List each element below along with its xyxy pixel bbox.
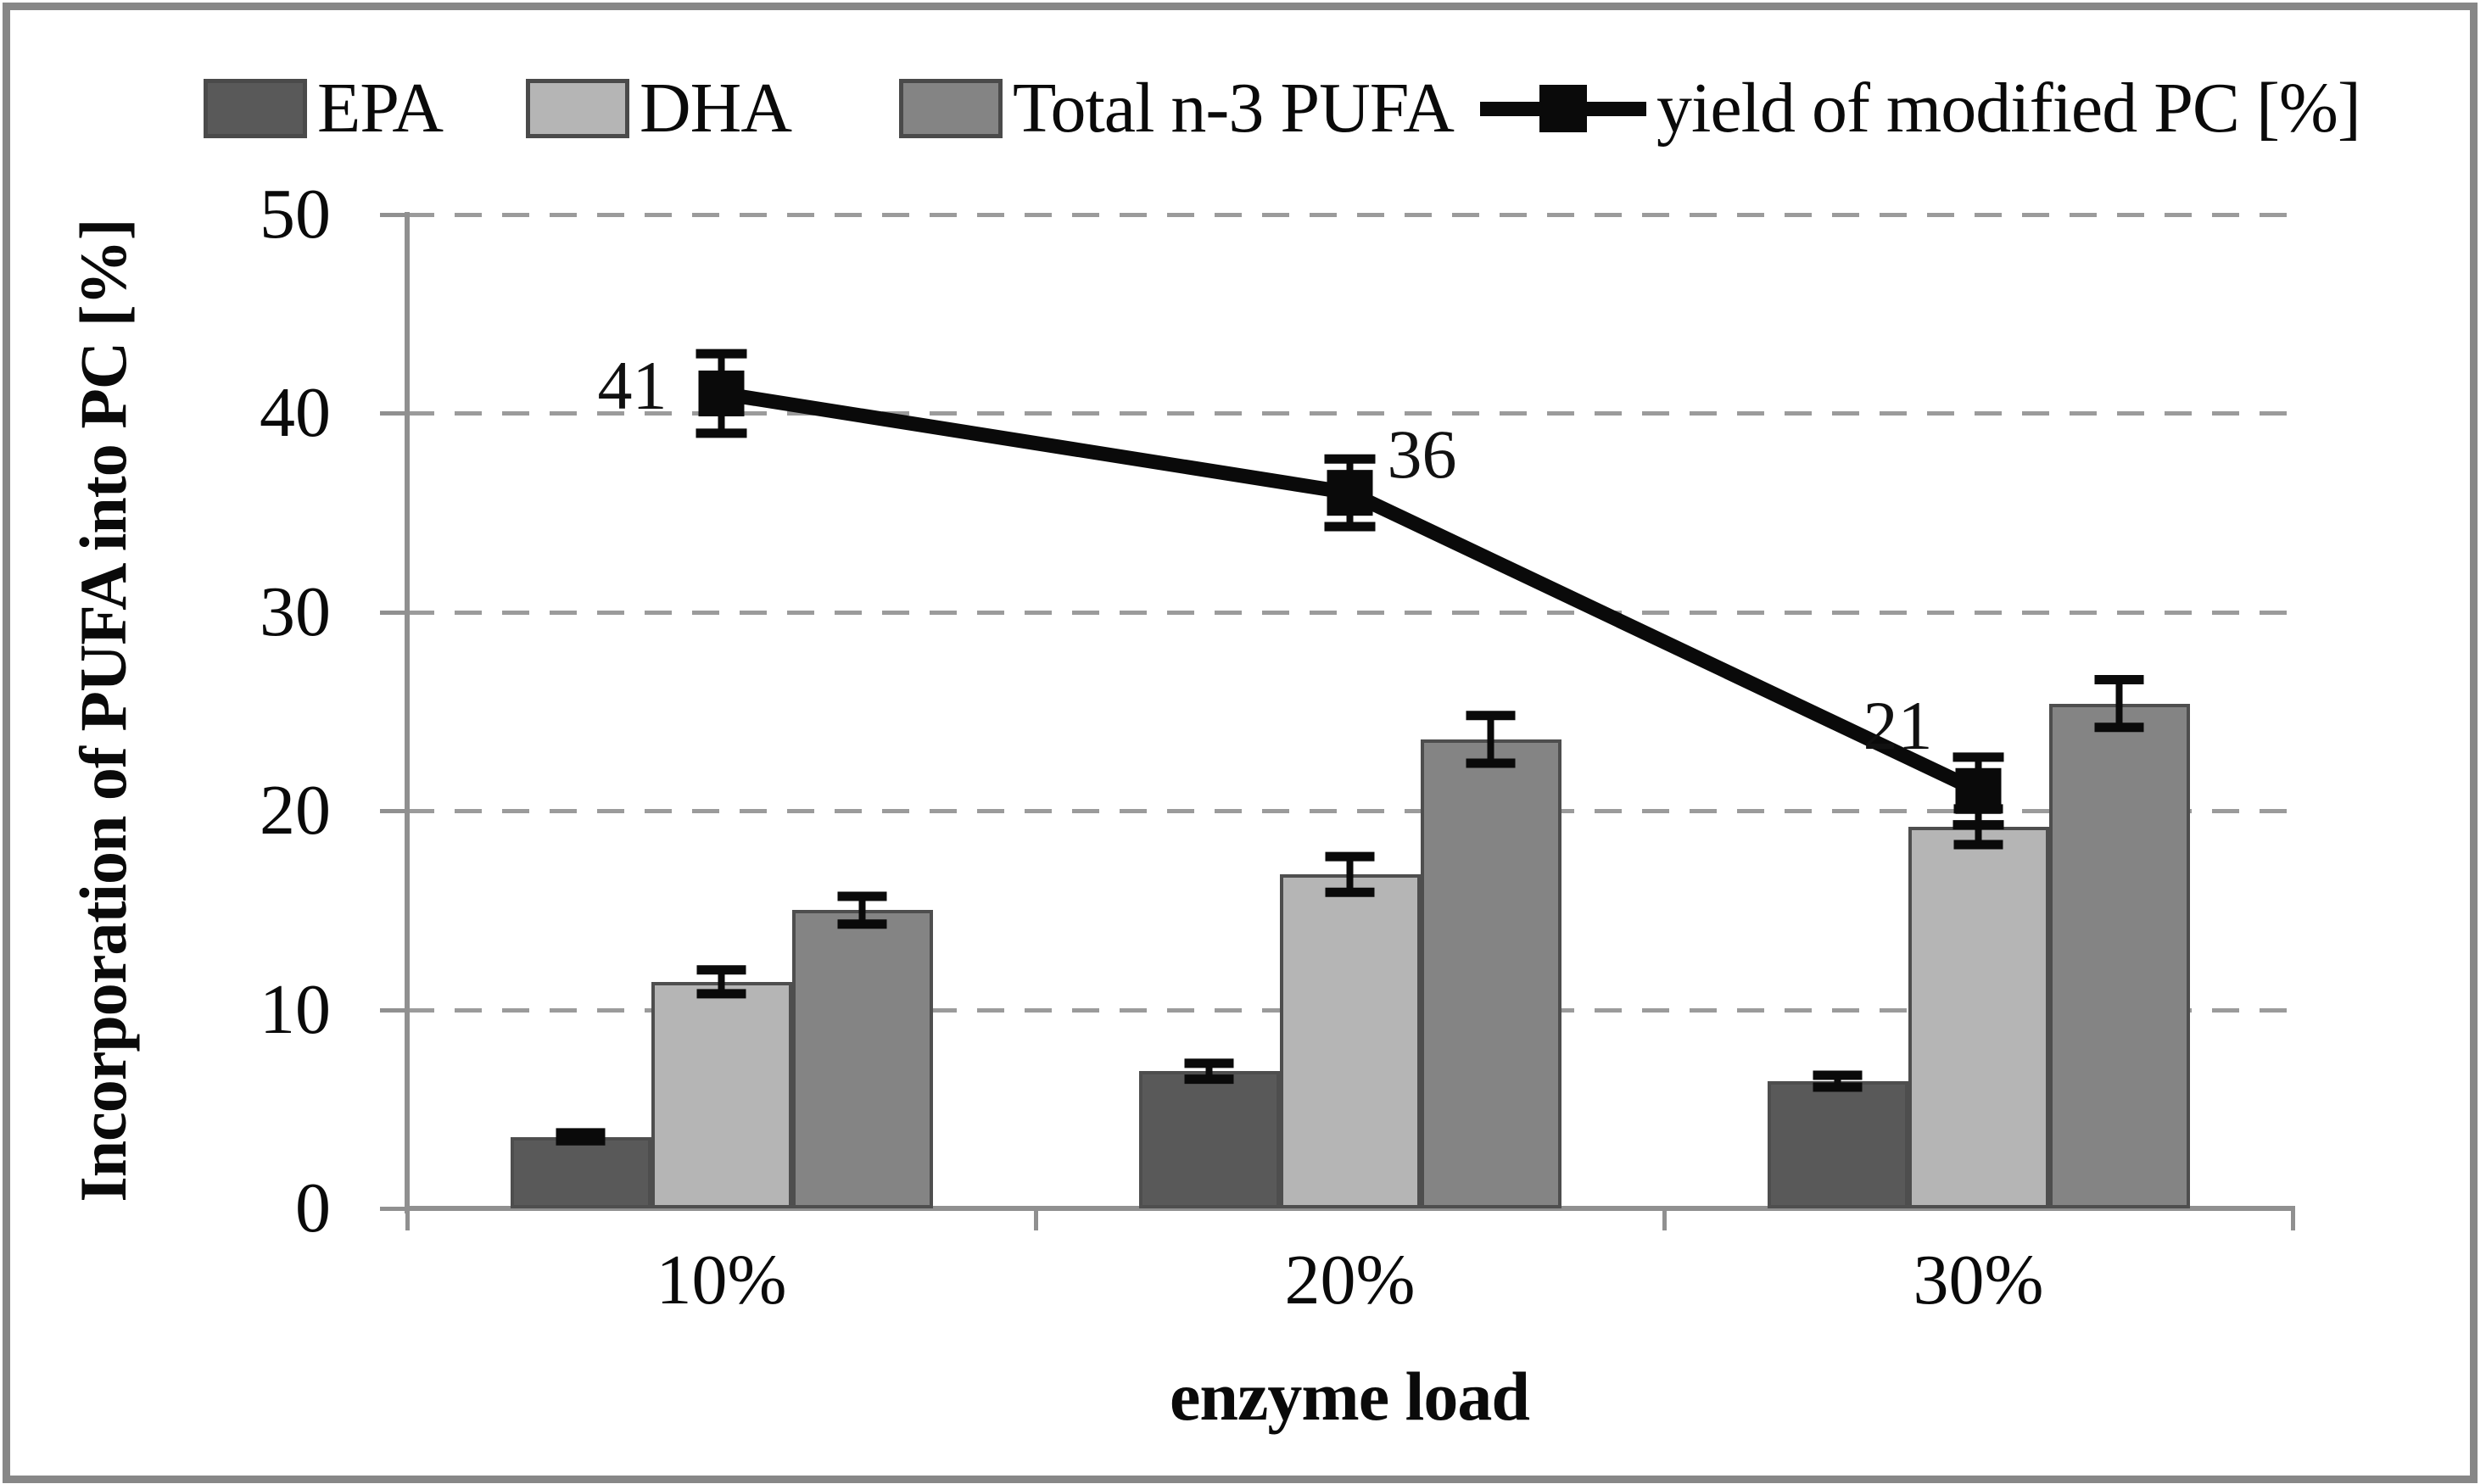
legend-label-epa: EPA bbox=[317, 69, 444, 148]
gridline-30 bbox=[407, 610, 2293, 615]
bar-dha-30% bbox=[1908, 826, 2049, 1208]
figure-border bbox=[3, 3, 2478, 1483]
y-tick-50 bbox=[380, 213, 407, 217]
legend-label-dha: DHA bbox=[640, 69, 792, 148]
x-tick-label-10%: 10% bbox=[656, 1241, 787, 1319]
bar-epa-20% bbox=[1138, 1071, 1280, 1208]
y-tick-30 bbox=[380, 610, 407, 615]
legend-label-total-n3-pufa: Total n-3 PUFA bbox=[1013, 69, 1455, 148]
yield-point-label-21: 21 bbox=[1863, 687, 1933, 764]
legend-item-dha: DHA bbox=[526, 69, 792, 148]
bar-dha-20% bbox=[1279, 874, 1421, 1208]
gridline-40 bbox=[407, 411, 2293, 416]
y-tick-0 bbox=[380, 1207, 407, 1211]
yield-point-label-41: 41 bbox=[598, 347, 668, 424]
y-tick-label-50: 50 bbox=[260, 175, 331, 254]
legend-swatch-dha bbox=[526, 79, 629, 138]
yield-point-label-36: 36 bbox=[1388, 416, 1457, 493]
y-tick-20 bbox=[380, 809, 407, 814]
yield-marker-10% bbox=[698, 370, 745, 416]
x-tick-1 bbox=[1034, 1208, 1038, 1230]
y-tick-label-30: 30 bbox=[260, 572, 331, 651]
y-tick-label-10: 10 bbox=[260, 969, 331, 1049]
bar-epa-30% bbox=[1767, 1080, 1908, 1208]
gridline-20 bbox=[407, 809, 2293, 814]
y-tick-10 bbox=[380, 1007, 407, 1013]
y-tick-40 bbox=[380, 411, 407, 416]
legend-swatch-epa bbox=[204, 79, 307, 138]
y-tick-label-20: 20 bbox=[260, 771, 331, 851]
bar-total-n-3-pufa-10% bbox=[791, 910, 933, 1208]
x-axis-title: enzyme load bbox=[1170, 1358, 1530, 1435]
bar-total-n-3-pufa-20% bbox=[1420, 739, 1561, 1208]
x-axis-line bbox=[407, 1206, 2295, 1211]
x-tick-label-20%: 20% bbox=[1284, 1241, 1416, 1319]
x-tick-label-30%: 30% bbox=[1913, 1241, 2044, 1319]
gridline-50 bbox=[407, 213, 2293, 217]
y-axis-line bbox=[405, 212, 410, 1213]
bar-dha-10% bbox=[651, 981, 792, 1208]
x-tick-3 bbox=[2291, 1208, 2295, 1230]
x-tick-0 bbox=[405, 1208, 410, 1230]
x-tick-2 bbox=[1662, 1208, 1667, 1230]
legend-item-total-n3-pufa: Total n-3 PUFA bbox=[899, 69, 1455, 148]
yield-marker-30% bbox=[1955, 767, 2002, 814]
yield-marker-20% bbox=[1327, 470, 1373, 516]
legend-item-epa: EPA bbox=[204, 69, 444, 148]
legend-line-marker-icon bbox=[1480, 79, 1646, 138]
legend-swatch-total-n3-pufa bbox=[899, 79, 1003, 138]
legend-item-yield-line: yield of modified PC [%] bbox=[1480, 69, 2361, 148]
legend-label-yield: yield of modified PC [%] bbox=[1656, 69, 2361, 148]
y-tick-label-0: 0 bbox=[295, 1169, 331, 1247]
yield-line bbox=[720, 386, 1982, 798]
y-tick-label-40: 40 bbox=[260, 373, 331, 453]
